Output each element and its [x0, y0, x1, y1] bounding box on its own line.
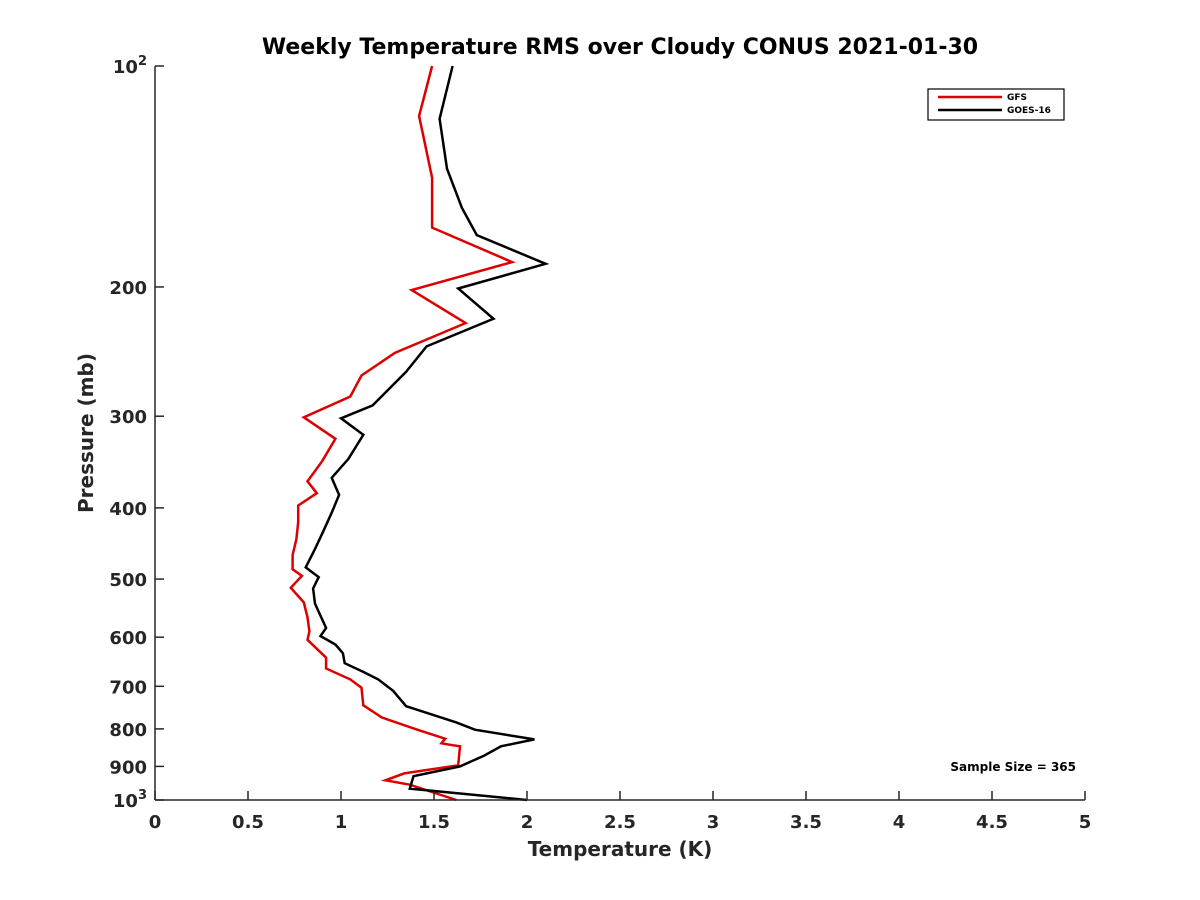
- x-tick-label: 3.5: [790, 812, 822, 833]
- x-tick-label: 0.5: [232, 812, 264, 833]
- sample-size-annotation: Sample Size = 365: [950, 760, 1076, 774]
- y-axis-label: Pressure (mb): [74, 353, 98, 513]
- series-line-gfs: [289, 65, 516, 802]
- y-tick-label: 700: [109, 677, 147, 698]
- x-tick-label: 4: [893, 812, 906, 833]
- x-tick-label: 1.5: [418, 812, 450, 833]
- series-layer: [289, 65, 550, 802]
- x-ticks: 0 0.5 1 1.5 2 2.5 3 3.5 4 4.5 5: [149, 791, 1092, 833]
- x-tick-label: 5: [1079, 812, 1092, 833]
- y-ticks: 102 200 300 400 500 600 700 800 900 103: [109, 54, 164, 812]
- x-tick-label: 0: [149, 812, 162, 833]
- y-tick-label: 103: [113, 788, 147, 812]
- legend-label-gfs: GFS: [1007, 93, 1027, 103]
- y-tick-label: 200: [109, 278, 147, 299]
- y-tick-label: 400: [109, 499, 147, 520]
- legend: GFS GOES-16: [927, 88, 1065, 121]
- legend-label-goes16: GOES-16: [1007, 106, 1051, 116]
- x-tick-label: 1: [335, 812, 348, 833]
- y-tick-label: 900: [109, 757, 147, 778]
- legend-box: [927, 88, 1065, 121]
- chart-title: Weekly Temperature RMS over Cloudy CONUS…: [262, 35, 978, 60]
- series-line-goes16: [304, 65, 550, 802]
- x-tick-label: 2.5: [604, 812, 636, 833]
- y-tick-label: 600: [109, 628, 147, 649]
- x-axis-label: Temperature (K): [528, 837, 713, 861]
- y-tick-label: 800: [109, 720, 147, 741]
- y-tick-label: 102: [113, 54, 147, 78]
- x-tick-label: 2: [521, 812, 534, 833]
- y-tick-label: 500: [109, 570, 147, 591]
- x-tick-label: 3: [707, 812, 720, 833]
- x-tick-label: 4.5: [976, 812, 1008, 833]
- y-tick-label: 300: [109, 407, 147, 428]
